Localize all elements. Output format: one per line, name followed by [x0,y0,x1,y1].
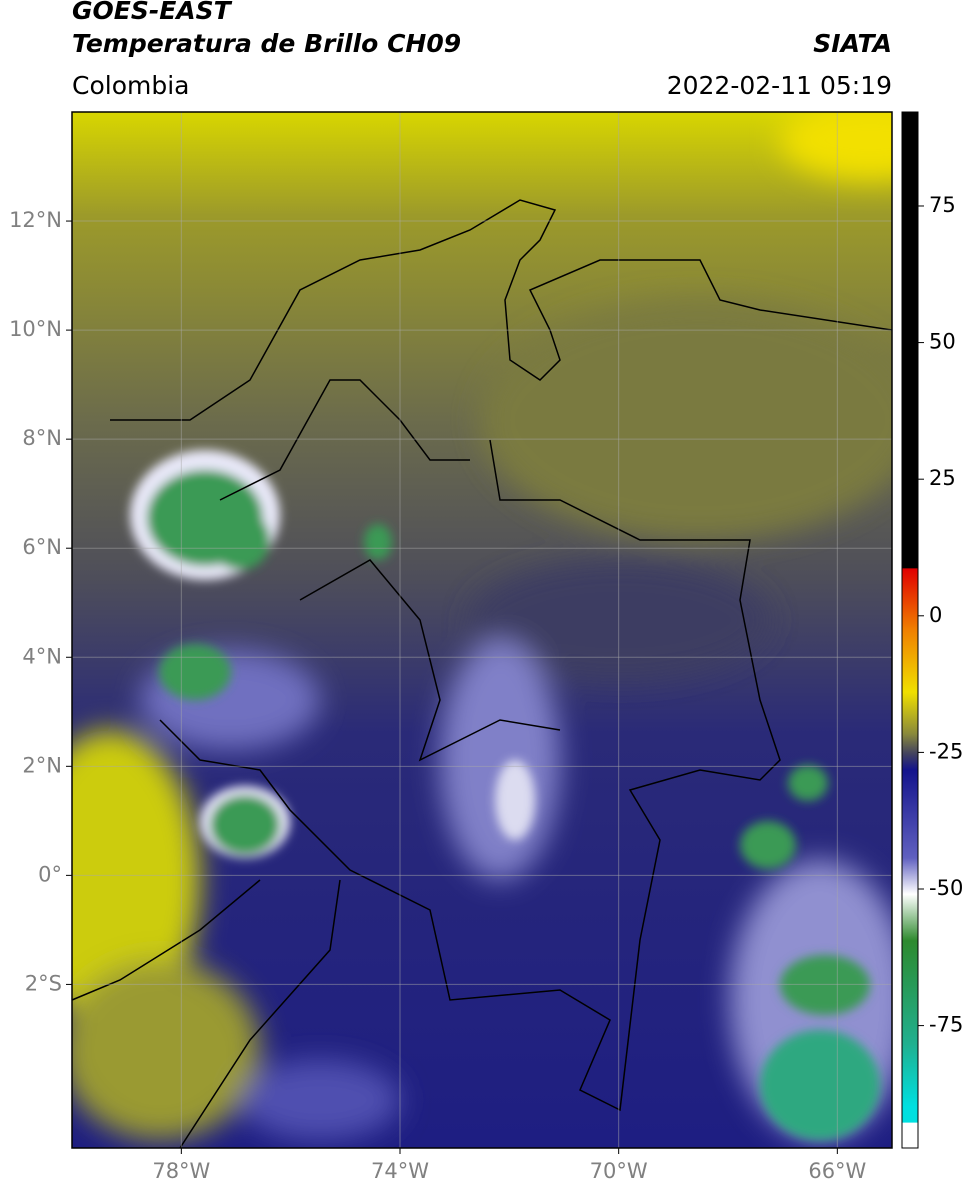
lat-tick-label: 0° [38,862,62,886]
lat-tick-label: 12°N [9,208,62,232]
colorbar-tick-label: -75 [929,1013,963,1037]
colorbar [901,111,919,1149]
lat-tick-label: 8°N [22,426,62,450]
lon-tick-label: 66°W [808,1159,866,1183]
colorbar-tick-label: -50 [929,876,963,900]
lat-tick-label: 6°N [22,535,62,559]
lat-tick-label: 10°N [9,317,62,341]
map-frame [71,111,893,1149]
satellite-image [72,112,892,1148]
lat-tick-label: 2°S [25,971,62,995]
lon-tick-label: 74°W [371,1159,429,1183]
region: Colombia [72,71,189,100]
lon-tick-label: 70°W [590,1159,648,1183]
colorbar-tick-label: -25 [929,739,963,763]
datetime: 2022-02-11 05:19 [667,71,892,100]
colorbar-tick-label: 50 [929,330,956,354]
source: SIATA [813,29,892,58]
lon-tick-label: 78°W [152,1159,210,1183]
colorbar-tick-label: 0 [929,603,942,627]
title-line2: Temperatura de Brillo CH09 [72,29,461,58]
title-line1: GOES-EAST [72,0,233,25]
colorbar-tick-label: 75 [929,193,956,217]
lat-tick-label: 2°N [22,753,62,777]
colorbar-tick-label: 25 [929,466,956,490]
lat-tick-label: 4°N [22,644,62,668]
